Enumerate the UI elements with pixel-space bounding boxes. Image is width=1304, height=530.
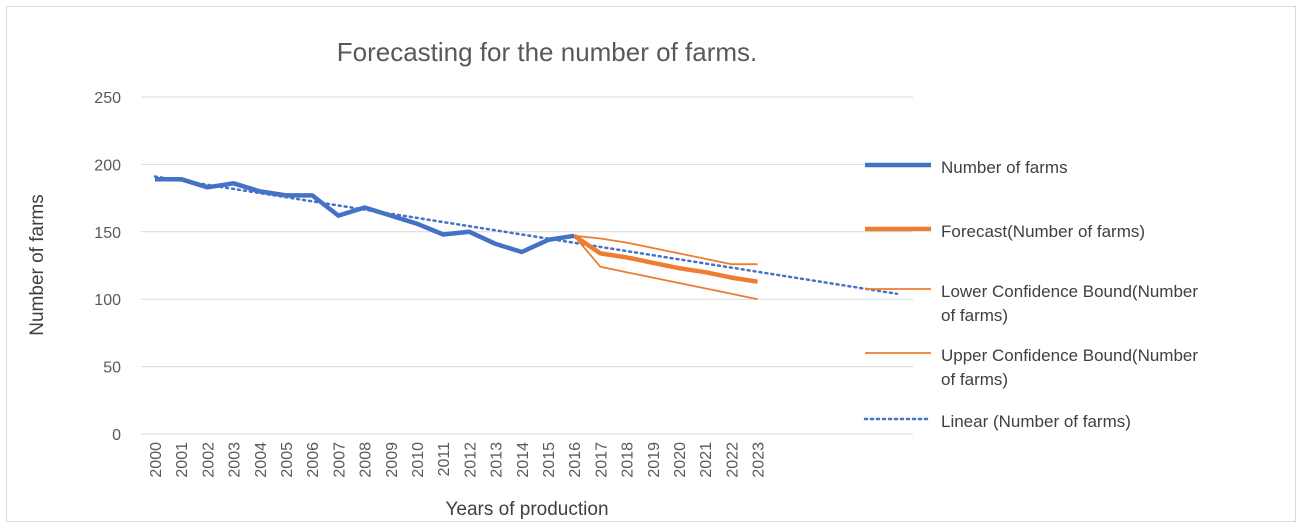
- series-line-2: [573, 235, 758, 301]
- y-tick-label: 150: [94, 225, 121, 242]
- y-tick-label: 100: [94, 292, 121, 309]
- chart-frame: Forecasting for the number of farms. Num…: [6, 6, 1296, 522]
- x-axis-title: Years of production: [445, 499, 608, 520]
- x-tick-label: 2023: [751, 442, 768, 478]
- forecast-line-chart: Forecasting for the number of farms. Num…: [27, 37, 1198, 520]
- legend-label-line: Number of farms: [941, 158, 1068, 177]
- gridlines: [141, 96, 913, 435]
- y-tick-label: 200: [94, 157, 121, 174]
- series-line-1: [572, 233, 758, 284]
- legend-label-line: Upper Confidence Bound(Number: [941, 346, 1198, 365]
- series-line-3: [574, 234, 758, 266]
- legend-label: Linear (Number of farms): [941, 412, 1131, 431]
- legend-label-line: Linear (Number of farms): [941, 412, 1131, 431]
- x-tick-label: 2012: [462, 442, 479, 478]
- y-tick-label: 0: [112, 427, 121, 444]
- legend-label: Lower Confidence Bound(Number of farms): [941, 282, 1198, 325]
- x-tick-label: 2001: [174, 442, 191, 478]
- x-tick-label: 2007: [331, 442, 348, 478]
- legend-label-line: Forecast(Number of farms): [941, 222, 1145, 241]
- x-tick-label: 2002: [200, 442, 217, 478]
- y-axis-ticks: 0 50 100 150 200 250: [94, 90, 121, 444]
- y-axis-title: Number of farms: [27, 194, 48, 335]
- x-tick-label: 2018: [620, 442, 637, 478]
- legend-label-line: of farms): [941, 370, 1008, 389]
- series-line-0: [155, 176, 575, 255]
- x-tick-label: 2013: [489, 442, 506, 478]
- x-tick-label: 2011: [436, 442, 453, 477]
- x-tick-label: 2000: [148, 442, 165, 478]
- y-tick-label: 50: [103, 360, 121, 377]
- chart-title: Forecasting for the number of farms.: [337, 37, 758, 67]
- legend-label-line: of farms): [941, 306, 1008, 325]
- x-tick-label: 2005: [279, 442, 296, 478]
- x-tick-label: 2006: [305, 442, 322, 478]
- legend-label-line: Lower Confidence Bound(Number: [941, 282, 1198, 301]
- legend-label: Forecast(Number of farms): [941, 222, 1145, 241]
- x-tick-label: 2022: [724, 442, 741, 478]
- legend-label: Number of farms: [941, 158, 1068, 177]
- x-tick-label: 2019: [646, 442, 663, 478]
- x-tick-label: 2020: [672, 442, 689, 478]
- x-tick-label: 2003: [227, 442, 244, 478]
- x-tick-label: 2010: [410, 442, 427, 478]
- x-tick-label: 2014: [515, 442, 532, 478]
- legend: Number of farms Forecast(Number of farms)…: [863, 158, 1198, 431]
- x-tick-label: 2008: [358, 442, 375, 478]
- x-tick-label: 2017: [593, 442, 610, 478]
- x-tick-label: 2009: [384, 442, 401, 478]
- y-tick-label: 250: [94, 90, 121, 107]
- x-tick-label: 2004: [253, 442, 270, 478]
- series-layer: [153, 175, 899, 301]
- x-tick-label: 2016: [567, 442, 584, 478]
- x-tick-label: 2015: [541, 442, 558, 478]
- x-tick-label: 2021: [698, 442, 715, 478]
- legend-label: Upper Confidence Bound(Number of farms): [941, 346, 1198, 389]
- x-axis-ticks: 2000 2001 2002 2003 2004 2005 2006 2007 2008 2009…: [148, 442, 768, 478]
